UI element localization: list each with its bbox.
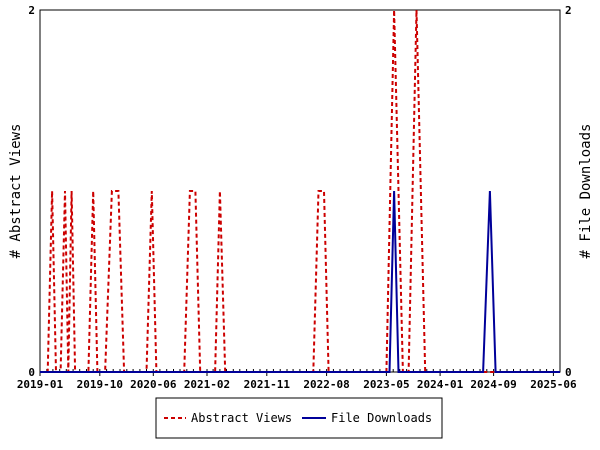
y-right-tick-min: 0 xyxy=(565,366,572,379)
legend-box xyxy=(155,397,443,439)
plot-frame xyxy=(39,9,561,373)
x-tick-label: 2022-08 xyxy=(303,378,349,391)
plot-area xyxy=(39,9,561,373)
x-tick-label: 2024-01 xyxy=(417,378,464,391)
series-layer xyxy=(40,9,560,373)
x-tick-label: 2021-11 xyxy=(244,378,291,391)
series-line-file-downloads xyxy=(40,190,560,373)
legend-label-file-downloads: File Downloads xyxy=(331,411,432,425)
x-tick-label: 2023-05 xyxy=(363,378,409,391)
legend-label-abstract-views: Abstract Views xyxy=(191,411,292,425)
y-left-tick-max: 2 xyxy=(28,4,35,17)
y-right-axis-title: # File Downloads xyxy=(578,124,594,259)
legend: Abstract Views File Downloads xyxy=(155,397,443,439)
x-tick-label: 2019-01 xyxy=(17,378,64,391)
y-left-axis-title: # Abstract Views xyxy=(8,124,24,259)
x-tick-labels: 2019-01 2019-10 2020-06 2021-02 2021-11 … xyxy=(17,378,577,391)
x-tick-label: 2020-06 xyxy=(130,378,177,391)
y-right-tick-max: 2 xyxy=(565,4,572,17)
x-tick-label: 2019-10 xyxy=(77,378,123,391)
y-left-tick-min: 0 xyxy=(28,366,35,379)
x-tick-label: 2021-02 xyxy=(184,378,230,391)
x-tick-label: 2024-09 xyxy=(470,378,516,391)
x-tick-label: 2025-06 xyxy=(530,378,577,391)
